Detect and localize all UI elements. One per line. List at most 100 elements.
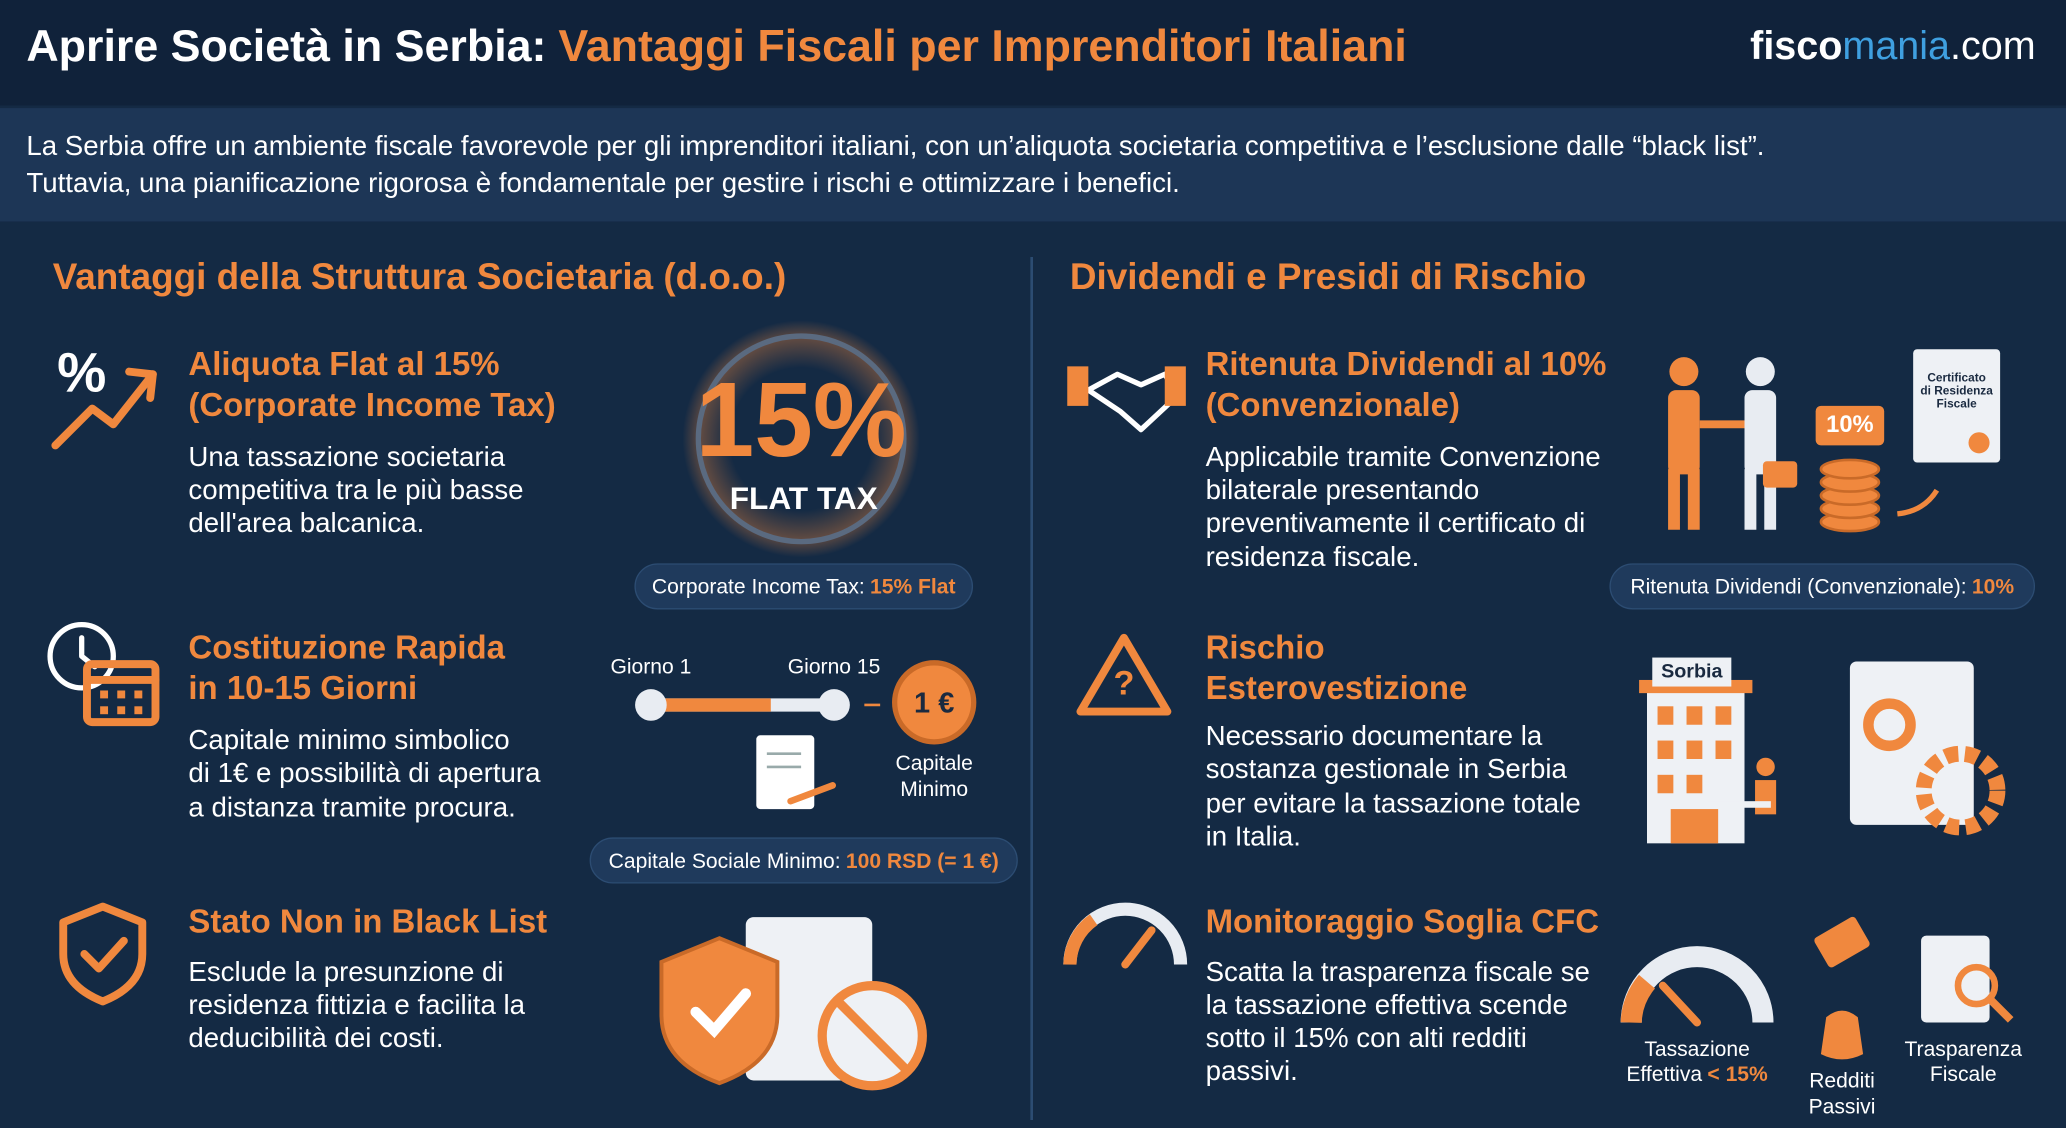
item-title: Stato Non in Black List — [188, 902, 547, 939]
dividend-visual-part — [1815, 405, 1885, 446]
badge-label: Ritenuta Dividendi (Convenzionale): — [1630, 575, 1966, 598]
item-description: passivi. — [1206, 1055, 1298, 1086]
percent-icon: % — [51, 342, 157, 450]
building-visual-part-part — [1657, 740, 1674, 760]
intro-line: La Serbia offre un ambiente fiscale favo… — [26, 130, 1764, 161]
item-description: bilaterale presentando — [1206, 474, 1480, 505]
building-sign: Sorbia — [1661, 660, 1723, 682]
clock-calendar-icon — [47, 621, 160, 727]
building-visual-part-part — [1686, 740, 1703, 760]
flat-tax-visual-part — [682, 320, 920, 558]
transparency-caption: Trasparenza — [1904, 1038, 2022, 1061]
warning-icon-part — [1076, 633, 1172, 716]
item-description: competitiva tra le più basse — [188, 474, 523, 505]
building-visual-part — [1755, 780, 1777, 815]
handshake-icon-part — [1067, 366, 1089, 406]
title-lead: Aprire Società in Serbia: — [26, 21, 546, 71]
building-visual-part — [1756, 757, 1775, 777]
badge-label: Corporate Income Tax: — [652, 575, 865, 598]
dividend-visual — [1668, 349, 2001, 533]
income-caption: Redditi — [1809, 1069, 1875, 1092]
timeline-part — [635, 689, 667, 721]
timeline — [635, 660, 977, 810]
shield-icon-part — [59, 902, 147, 1006]
item-description: sotto il 15% con alti redditi — [1206, 1022, 1527, 1053]
title: Aprire Società in Serbia: Vantaggi Fiscal… — [26, 21, 1407, 71]
cfc-visual — [1620, 916, 2014, 1060]
certificate-text: Fiscale — [1937, 397, 1978, 411]
shield-document-visual — [659, 917, 927, 1091]
building-visual-part — [1657, 706, 1732, 844]
building-visual-part — [1707, 801, 1771, 808]
item-description: residenza fittizia e facilita la — [188, 989, 525, 1020]
item-title: in 10-15 Giorni — [188, 669, 417, 706]
building-visual-part-part — [1686, 706, 1703, 725]
dividend-visual-part — [1745, 357, 1775, 387]
percent-icon-part — [125, 367, 157, 402]
clock-calendar-icon-part-part — [134, 690, 143, 699]
dividend-visual-part — [1744, 390, 1777, 475]
cfc-visual-part — [1954, 963, 1999, 1008]
gauge-icon-part — [1121, 926, 1156, 969]
item-description: dell'area balcanica. — [188, 507, 424, 538]
item-title: Esterovestizione — [1206, 669, 1468, 706]
timeline-part — [892, 660, 977, 745]
item-description: preventivamente il certificato di — [1206, 507, 1586, 538]
icon-symbol: % — [57, 342, 106, 404]
section-heading: Vantaggi della Struttura Societaria (d.o… — [53, 256, 787, 297]
gauge-threshold: < 15% — [1707, 1063, 1768, 1086]
badge-text: Capitale Sociale Minimo: 100 RSD (= 1 €) — [609, 849, 999, 872]
item-description: di 1€ e possibilità di apertura — [188, 757, 541, 788]
brand-part: fisco — [1750, 24, 1842, 68]
dividend-visual-part — [1669, 357, 1699, 387]
clock-calendar-icon-part-part — [117, 706, 126, 715]
dividend-visual-part — [1968, 432, 1990, 454]
dividend-visual-part — [1897, 488, 1940, 517]
dividend-visual-part — [1668, 390, 1700, 475]
building-visual-part-part — [1715, 706, 1732, 725]
gauge-caption: Tassazione — [1644, 1038, 1749, 1061]
percent-icon-part — [51, 370, 157, 450]
item-title: Aliquota Flat al 15% — [188, 345, 499, 382]
transparency-caption: Fiscale — [1930, 1063, 1997, 1086]
shield-icon — [59, 902, 147, 1006]
header-bar — [0, 0, 2066, 106]
clock-calendar-icon-part-part — [117, 690, 126, 699]
building-visual-part — [1652, 657, 1732, 687]
flat-tax-visual-part — [695, 333, 907, 545]
coin-caption: Minimo — [900, 778, 968, 801]
badge-text: Ritenuta Dividendi (Convenzionale): 10% — [1630, 575, 2014, 598]
timeline-part — [818, 689, 850, 721]
building-visual-part — [1915, 745, 2006, 836]
item-description: sostanza gestionale in Serbia — [1206, 753, 1568, 784]
dividend-visual-part — [1762, 461, 1798, 488]
cfc-visual-part — [1921, 935, 1990, 1023]
handshake-icon-part — [1164, 366, 1186, 406]
gauge-caption: Effettiva < 15% — [1626, 1063, 1768, 1086]
building-visual-part-part — [1715, 740, 1732, 760]
item-description: per evitare la tassazione totale — [1206, 787, 1581, 818]
cfc-visual-part — [1658, 981, 1702, 1027]
gauge-caption-text: Effettiva — [1626, 1063, 1702, 1086]
item-title: Costituzione Rapida — [188, 628, 505, 665]
cfc-visual-part — [1814, 916, 1870, 968]
badge — [589, 837, 1018, 884]
dividend-visual-part-part — [1819, 458, 1881, 480]
big-value: 15% — [696, 362, 907, 479]
item-description: Esclude la presunzione di — [188, 956, 503, 987]
badge — [634, 563, 974, 610]
shield-document-visual-part — [659, 936, 780, 1086]
building-visual — [1639, 657, 2006, 844]
coin-label: 1 € — [914, 688, 954, 720]
building-visual-part — [1849, 661, 1974, 825]
shield-document-visual-part — [834, 998, 910, 1074]
coin-caption: Capitale — [896, 752, 973, 775]
dividend-visual-part — [1668, 469, 1680, 530]
item-description: residenza fiscale. — [1206, 541, 1420, 572]
title-highlight: Vantaggi Fiscali per Imprenditori Italia… — [558, 21, 1407, 71]
item-description: deducibilità dei costi. — [188, 1022, 443, 1053]
dividend-visual-part — [1819, 458, 1881, 533]
cfc-visual-part — [1986, 996, 2014, 1023]
